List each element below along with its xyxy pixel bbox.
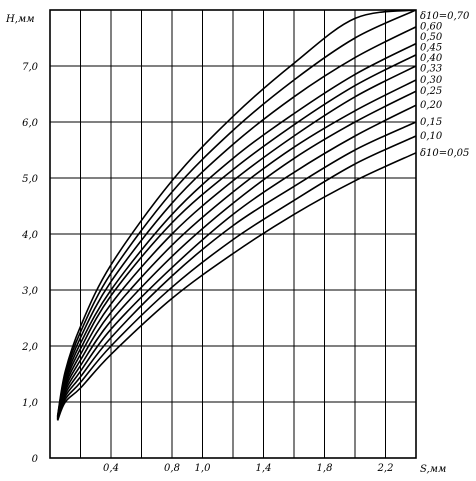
y-tick-label: 6,0 — [22, 118, 39, 129]
tick-labels: 0,4 0,8 1,0 1,4 1,8 2,2 0 1,0 2,0 3,0 4,0 5,0 6,0 7,0 — [21, 62, 393, 474]
y-tick-label: 2,0 — [21, 342, 39, 353]
plot-frame — [49, 9, 417, 459]
y-tick-label: 4,0 — [21, 230, 39, 241]
series-label: 0,33 — [420, 64, 442, 75]
series-label: 0,15 — [420, 117, 442, 128]
series-line — [56, 104, 416, 420]
series-label: δ10=0,70 — [420, 11, 470, 22]
y-tick-label: 0 — [32, 454, 39, 465]
series-label: 0,40 — [420, 53, 443, 64]
y-tick-label: 5,0 — [22, 174, 39, 185]
curve-labels: δ10=0,700,600,500,450,400,330,300,25 0,20… — [420, 11, 470, 159]
y-tick-label: 1,0 — [22, 398, 39, 409]
y-tick-label: 7,0 — [22, 62, 39, 73]
series-line — [56, 10, 416, 417]
series-label: δ10=0,05 — [420, 148, 469, 159]
series-line — [56, 42, 416, 418]
series-label: 0,10 — [420, 131, 443, 142]
series-label: 0,60 — [420, 22, 443, 33]
y-tick-label: 3,0 — [22, 286, 39, 297]
series-line — [56, 79, 416, 419]
series-line — [56, 152, 416, 421]
x-tick-label: 1,8 — [317, 463, 333, 474]
curves — [56, 10, 416, 421]
grid — [49, 9, 417, 459]
series-line — [56, 54, 416, 419]
x-tick-label: 0,4 — [103, 463, 119, 474]
x-tick-label: 1,0 — [195, 463, 212, 474]
y-axis-label: Н,мм — [5, 14, 34, 25]
series-line — [56, 121, 416, 421]
series-line — [56, 90, 416, 420]
series-line — [56, 65, 416, 419]
series-line — [56, 135, 416, 421]
series-label: 0,25 — [420, 86, 442, 97]
series-line — [56, 10, 416, 417]
x-tick-label: 0,8 — [164, 463, 180, 474]
series-label: 0,45 — [420, 43, 442, 54]
series-line — [56, 26, 416, 418]
series-label: 0,30 — [420, 75, 443, 86]
series-label: 0,20 — [420, 100, 443, 111]
series-label: 0,50 — [420, 32, 443, 43]
x-axis-label: S,мм — [420, 464, 446, 475]
x-tick-label: 2,2 — [377, 463, 394, 474]
x-tick-label: 1,4 — [256, 463, 272, 474]
